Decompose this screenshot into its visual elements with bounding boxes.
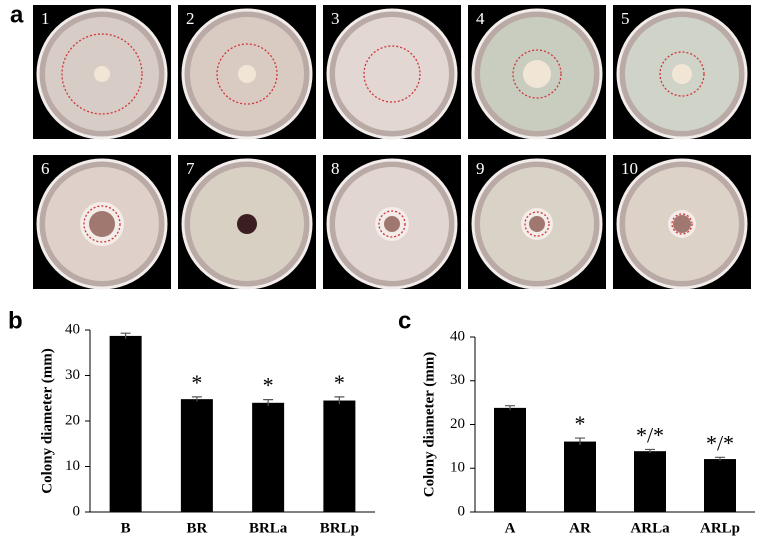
colony	[238, 65, 256, 83]
photo-number: 1	[41, 9, 50, 28]
colony-boundary	[659, 51, 705, 97]
x-tick-label: AR	[569, 520, 591, 536]
colony-boundary	[524, 211, 550, 237]
significance-label: *	[263, 373, 274, 398]
significance-label: *	[191, 370, 202, 395]
bar	[180, 399, 213, 512]
colony	[237, 214, 257, 234]
error-bar	[334, 396, 345, 405]
bar	[564, 441, 596, 512]
panel-label: c	[398, 307, 411, 334]
y-tick-label: 20	[450, 416, 465, 432]
error-bar	[263, 399, 274, 406]
y-tick-label: 30	[65, 367, 80, 383]
x-tick-label: BR	[186, 520, 207, 536]
colony-boundary	[363, 45, 421, 103]
error-bar	[715, 456, 725, 461]
bar	[634, 451, 666, 512]
y-tick-label: 0	[458, 503, 466, 519]
colony	[672, 64, 692, 84]
y-tick-label: 30	[450, 372, 465, 388]
error-bar	[575, 437, 585, 446]
bar	[704, 459, 736, 512]
error-bar	[505, 405, 515, 411]
error-bar	[645, 448, 655, 453]
error-bar	[120, 332, 131, 339]
bar	[109, 335, 142, 512]
photo-number: 10	[621, 159, 638, 178]
y-tick-label: 40	[450, 328, 465, 344]
photo-number: 9	[476, 159, 485, 178]
x-tick-label: BRLp	[320, 520, 359, 536]
photo-number: 6	[41, 159, 50, 178]
colony	[523, 60, 551, 88]
photo-number: 8	[331, 159, 340, 178]
photo-number: 3	[331, 9, 340, 28]
significance-label: */*	[636, 422, 664, 447]
photo-number: 2	[186, 9, 195, 28]
x-tick-label: BRLa	[249, 520, 288, 536]
y-tick-label: 10	[65, 458, 80, 474]
y-axis-title: Colony diameter (mm)	[421, 352, 437, 498]
colony-boundary	[671, 213, 693, 235]
panel-label: a	[10, 1, 24, 28]
y-tick-label: 10	[450, 460, 465, 476]
y-tick-label: 20	[65, 412, 80, 428]
significance-label: *	[334, 370, 345, 395]
bar	[252, 402, 285, 512]
error-bar	[191, 396, 202, 402]
significance-label: *	[575, 411, 586, 436]
colony	[89, 211, 115, 237]
photo-number: 7	[186, 159, 195, 178]
colony-boundary	[61, 33, 143, 115]
x-tick-label: ARLp	[700, 520, 740, 536]
colony-boundary	[512, 49, 562, 99]
significance-label: */*	[706, 430, 734, 455]
x-tick-label: ARLa	[630, 520, 670, 536]
colony-boundary	[83, 205, 121, 243]
y-tick-label: 0	[73, 503, 81, 519]
x-tick-label: A	[505, 520, 516, 536]
y-tick-label: 40	[65, 321, 80, 337]
bar	[323, 400, 356, 512]
colony	[384, 216, 400, 232]
bar	[494, 407, 526, 512]
colony	[673, 215, 691, 233]
colony	[529, 216, 545, 232]
photo-number: 5	[621, 9, 630, 28]
colony	[94, 66, 110, 82]
photo-number: 4	[476, 9, 485, 28]
colony-boundary	[378, 210, 406, 238]
dish-agar	[335, 17, 449, 131]
colony-boundary	[216, 43, 278, 105]
x-tick-label: B	[121, 520, 131, 536]
y-axis-title: Colony diameter (mm)	[39, 348, 55, 494]
panel-label: b	[8, 307, 23, 334]
